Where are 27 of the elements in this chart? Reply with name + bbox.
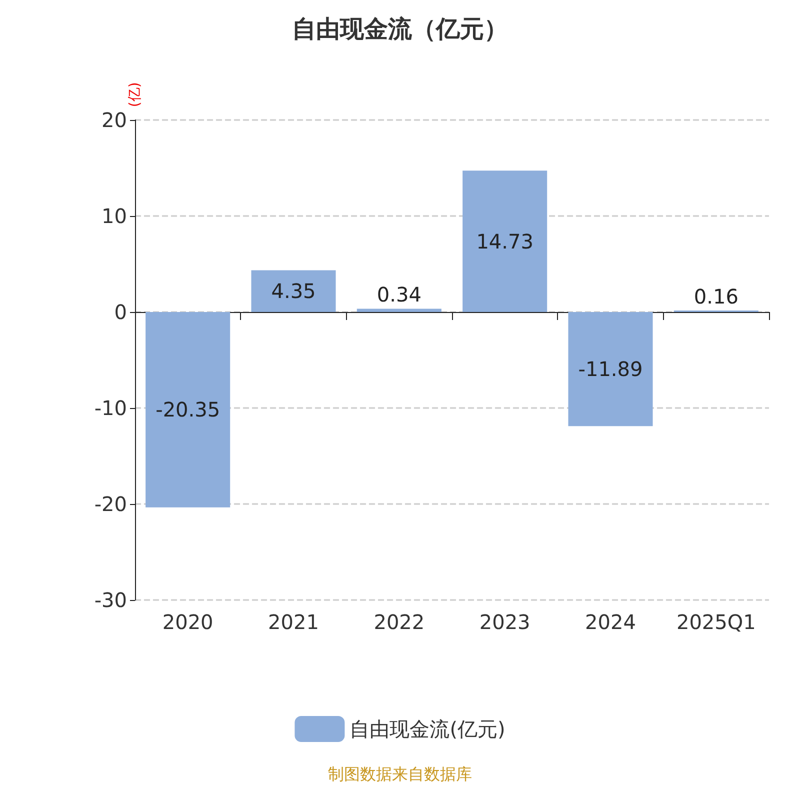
y-tick-label: -10 xyxy=(94,396,127,420)
y-tick-label: -30 xyxy=(94,588,127,612)
data-label: 14.73 xyxy=(476,229,534,254)
bar xyxy=(462,170,548,312)
x-tick-label: 2024 xyxy=(585,610,636,634)
chart-title: 自由现金流（亿元） xyxy=(292,15,508,43)
text: 制图数据来自数据库 xyxy=(328,764,472,784)
data-label: -20.35 xyxy=(156,398,220,422)
x-tick-label: 2020 xyxy=(162,610,214,634)
bar xyxy=(568,312,653,426)
x-tick-label: 2021 xyxy=(268,610,319,634)
bar xyxy=(251,270,336,312)
data-label: -11.89 xyxy=(578,357,643,382)
y-axis-title: (亿) xyxy=(127,82,143,108)
data-label: 0.34 xyxy=(376,282,422,307)
data-label: 4.35 xyxy=(271,279,316,304)
y-tick-label: 20 xyxy=(102,108,127,132)
bar xyxy=(146,312,230,508)
data-label: 0.16 xyxy=(694,284,738,308)
y-tick-label: 0 xyxy=(114,300,127,324)
x-tick-label: 2025Q1 xyxy=(676,610,756,634)
bar xyxy=(356,308,442,312)
y-tick-label: 10 xyxy=(102,204,127,228)
x-tick-label: 2023 xyxy=(479,610,530,634)
y-tick-label: -20 xyxy=(94,492,127,516)
legend-label: 自由现金流(亿元) xyxy=(350,717,506,741)
x-tick-label: 2022 xyxy=(374,610,425,634)
